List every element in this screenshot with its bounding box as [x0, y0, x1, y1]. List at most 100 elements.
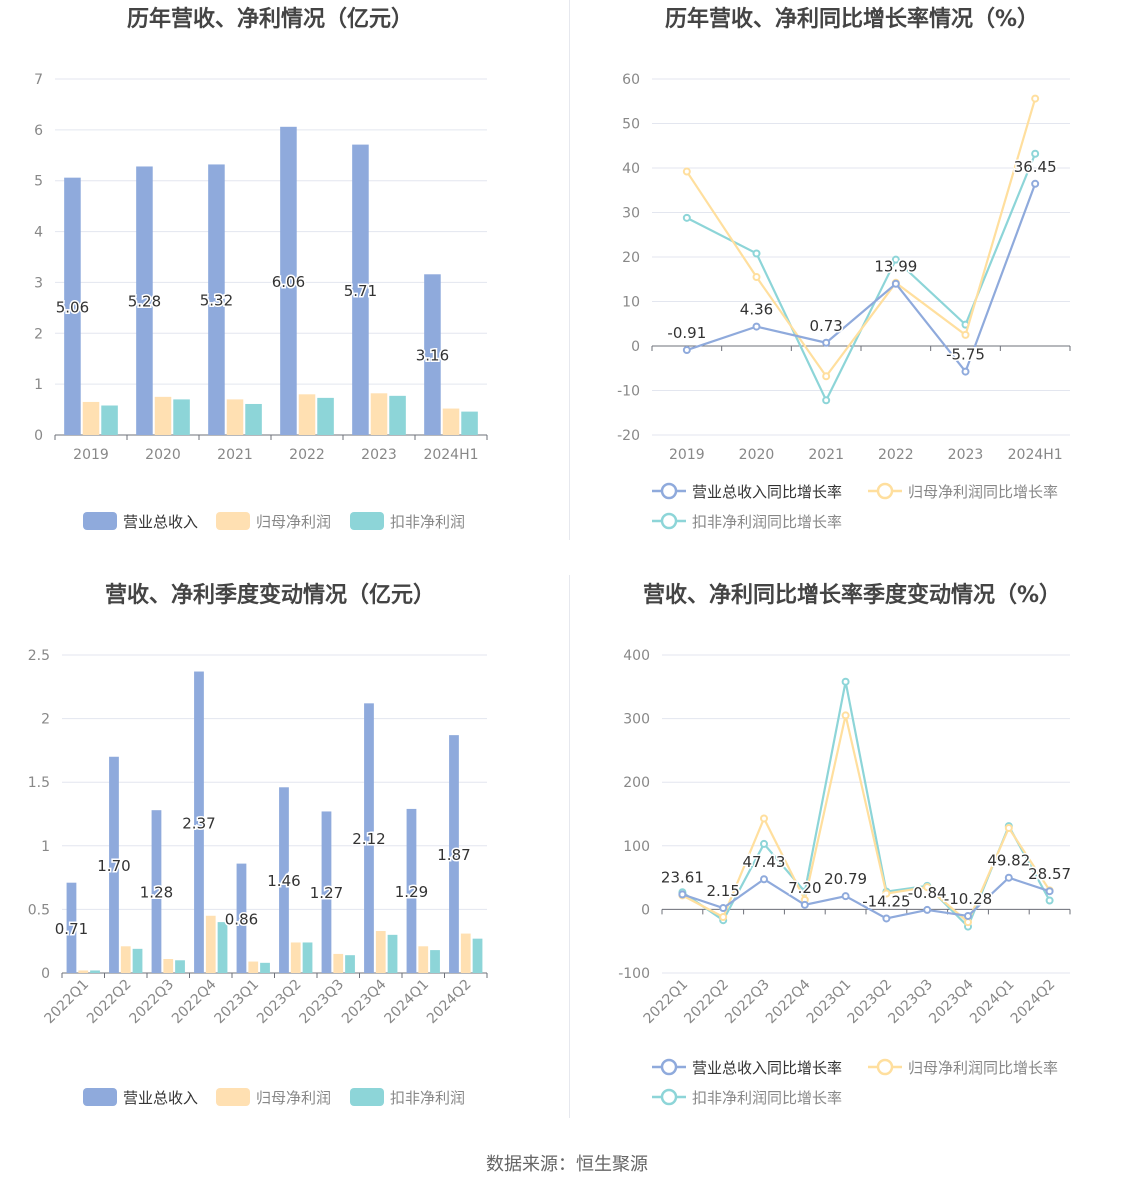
legend-swatch [83, 512, 117, 530]
bar-net-profit [298, 394, 316, 435]
bar-net-profit [205, 915, 216, 973]
y-tick-label: 1 [41, 839, 50, 855]
bar-deducted-profit [461, 411, 478, 435]
x-tick-label: 2023Q2 [845, 977, 896, 1028]
x-tick-label: 2022Q3 [722, 977, 773, 1028]
bar-net-profit [375, 931, 386, 973]
bar-deducted-profit [217, 922, 228, 973]
y-tick-label: 0 [631, 339, 640, 355]
y-tick-label: 6 [34, 123, 43, 139]
legend-swatch [350, 512, 384, 530]
x-tick-label: 2021 [217, 447, 253, 463]
bar-revenue [64, 177, 81, 436]
x-tick-label: 2023Q4 [339, 976, 390, 1027]
chart-title: 历年营收、净利同比增长率情况（%） [665, 6, 1039, 32]
bar-data-label: 5.28 [128, 293, 161, 311]
bar-net-profit [418, 946, 429, 973]
legend-label: 营业总收入 [123, 513, 198, 531]
series-point [682, 213, 691, 222]
y-tick-label: 40 [622, 161, 640, 177]
bar-data-label: 5.06 [56, 298, 89, 316]
series-line-revenue [686, 183, 1037, 374]
bar-data-label: 5.71 [344, 282, 377, 300]
x-tick-label: 2022Q4 [169, 976, 220, 1027]
x-tick-label: 2022Q1 [41, 977, 92, 1028]
x-tick-label: 2022Q1 [641, 977, 692, 1028]
x-tick-label: 2022Q2 [681, 977, 732, 1028]
bar-data-label: 2.12 [352, 830, 385, 848]
bar-revenue [280, 126, 297, 435]
legend-label: 归母净利润同比增长率 [908, 483, 1058, 501]
bar-revenue [321, 811, 332, 973]
bar-deducted-profit [101, 405, 118, 435]
series-point [760, 814, 768, 823]
x-tick-label: 2021 [808, 447, 844, 463]
panel-divider-bottom [569, 575, 570, 1118]
y-tick-label: 4 [34, 225, 43, 241]
x-tick-label: 2024Q1 [381, 977, 432, 1028]
legend-label: 归母净利润 [256, 513, 331, 531]
legend-label: 归母净利润同比增长率 [908, 1059, 1058, 1077]
series-point [822, 338, 831, 347]
bar-net-profit [460, 933, 471, 973]
line-data-label: -0.91 [667, 324, 706, 342]
bar-net-profit [120, 946, 131, 973]
y-tick-label: 1.5 [28, 775, 50, 791]
bar-data-label: 0.71 [55, 920, 88, 938]
x-tick-label: 2024H1 [1008, 447, 1063, 463]
x-tick-label: 2023Q3 [296, 977, 347, 1028]
series-point [1045, 896, 1054, 905]
y-tick-label: 7 [34, 72, 43, 88]
panel-divider-top [569, 0, 570, 540]
legend-label: 营业总收入同比增长率 [692, 483, 842, 501]
y-tick-label: 2.5 [28, 648, 50, 664]
line-data-label: 2.15 [706, 882, 739, 900]
y-tick-label: 100 [623, 839, 650, 855]
series-point [882, 914, 891, 923]
series-point [923, 905, 932, 914]
series-point [841, 677, 850, 686]
bar-net-profit [163, 959, 174, 973]
y-tick-label: 200 [623, 775, 650, 791]
x-tick-label: 2023 [948, 447, 984, 463]
legend-swatch [216, 1088, 250, 1106]
y-tick-label: 0.5 [28, 902, 50, 918]
bar-data-label: 2.37 [182, 814, 215, 832]
chart-4: 营收、净利同比增长率季度变动情况（%） -100 0 100 200 300 400 2022… [618, 582, 1072, 1107]
x-tick-label: 2020 [739, 447, 775, 463]
y-tick-label: 5 [34, 174, 43, 190]
series-point [822, 372, 831, 381]
x-tick-label: 2019 [669, 447, 705, 463]
line-data-label: 13.99 [874, 258, 917, 276]
legend-swatch [83, 1088, 117, 1106]
bar-revenue [109, 756, 119, 973]
series-point [752, 249, 761, 258]
x-tick-label: 2023Q1 [211, 977, 262, 1028]
series-point [678, 890, 687, 899]
legend-swatch-marker [660, 1088, 678, 1106]
bar-deducted-profit [90, 970, 100, 973]
bar-deducted-profit [260, 962, 270, 973]
y-tick-label: 0 [641, 902, 650, 918]
legend-swatch-marker [876, 1058, 894, 1076]
bar-revenue [136, 166, 153, 435]
y-tick-label: 30 [622, 206, 640, 222]
series-point [964, 918, 972, 927]
bar-net-profit [82, 401, 100, 435]
x-tick-label: 2024Q1 [967, 977, 1018, 1028]
series-point [961, 367, 970, 376]
x-tick-label: 2024Q2 [424, 977, 475, 1028]
legend-swatch-marker [876, 482, 894, 500]
legend-swatch-marker [660, 482, 678, 500]
bar-revenue [236, 863, 247, 973]
line-data-label: -5.75 [946, 346, 985, 364]
line-data-label: 7.20 [788, 879, 821, 897]
series-point [760, 839, 768, 848]
bar-revenue [352, 144, 369, 435]
x-tick-label: 2019 [73, 447, 109, 463]
bar-net-profit [154, 396, 172, 435]
y-tick-label: 300 [623, 712, 650, 728]
y-tick-label: 2 [41, 712, 50, 728]
chart-2: 历年营收、净利同比增长率情况（%） -20 -10 0 10 20 30 40 50 60 2019… [617, 6, 1071, 531]
bar-revenue [279, 787, 289, 973]
